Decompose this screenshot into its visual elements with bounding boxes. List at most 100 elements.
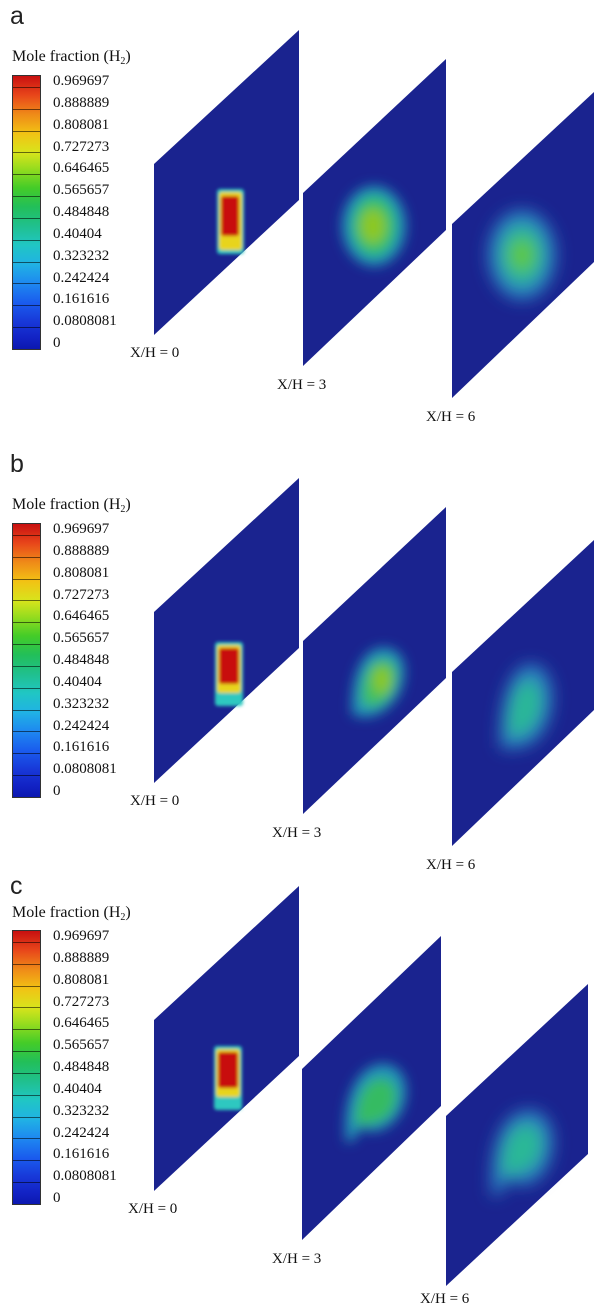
colorbar xyxy=(12,930,41,1205)
colorbar-value-label: 0.727273 xyxy=(53,138,110,155)
colorbar-value-label: 0.969697 xyxy=(53,928,110,944)
colorbar-value-label: 0.40404 xyxy=(53,673,102,690)
colorbar-value-label: 0.808081 xyxy=(53,971,110,988)
colorbar-tick xyxy=(13,709,40,711)
colorbar xyxy=(12,75,41,350)
colorbar-tick xyxy=(13,152,40,154)
colorbar-value-label: 0.727273 xyxy=(53,993,110,1010)
plane-label-x6: X/H = 6 xyxy=(426,409,476,425)
colorbar-value-label: 0.808081 xyxy=(53,116,110,133)
colorbar-tick xyxy=(13,283,40,285)
colorbar-tick xyxy=(13,1051,40,1053)
colorbar-tick xyxy=(13,239,40,241)
plane-slices xyxy=(154,30,594,398)
panel-c: c Mole fraction (H2) 0.969697 0.888889 0.8… xyxy=(0,874,594,1310)
plane-x0 xyxy=(154,886,299,1191)
colorbar-title: Mole fraction (H2) xyxy=(12,904,131,923)
hydrogen-plume-x6 xyxy=(488,210,556,300)
hydrogen-plume-x0 xyxy=(215,642,243,706)
colorbar xyxy=(12,523,41,798)
colorbar-tick xyxy=(13,687,40,689)
plane-label-x0: X/H = 0 xyxy=(130,793,180,809)
colorbar-tick xyxy=(13,556,40,558)
panel-letter: c xyxy=(10,872,23,900)
hydrogen-plume-x6 xyxy=(491,1109,554,1197)
plane-x0 xyxy=(154,478,299,783)
colorbar-tick xyxy=(13,963,40,965)
panel-a: a Mole fraction (H2) 0.969697 0.888889 0.8… xyxy=(0,4,594,440)
hydrogen-plume-x6 xyxy=(499,664,553,749)
colorbar-tick xyxy=(13,775,40,777)
plane-label-x6: X/H = 6 xyxy=(420,1291,470,1307)
colorbar-value-label: 0.484848 xyxy=(53,204,110,221)
colorbar-tick xyxy=(13,1007,40,1009)
colorbar-tick xyxy=(13,753,40,755)
colorbar-value-label: 0 xyxy=(53,335,61,352)
colorbar-value-label: 0.565657 xyxy=(53,182,110,199)
colorbar-tick xyxy=(13,985,40,987)
colorbar-tick xyxy=(13,578,40,580)
panel-letter: b xyxy=(10,450,24,478)
colorbar-value-label: 0.242424 xyxy=(53,717,110,734)
hydrogen-plume-x3 xyxy=(345,1063,407,1143)
colorbar-value-label: 0.969697 xyxy=(53,73,110,89)
plane-slices xyxy=(154,886,588,1286)
colorbar-tick xyxy=(13,1029,40,1031)
plane-label-x3: X/H = 3 xyxy=(277,377,327,393)
colorbar-value-label: 0.808081 xyxy=(53,564,110,581)
colorbar-tick xyxy=(13,665,40,667)
plane-label-x6: X/H = 6 xyxy=(426,857,476,873)
colorbar-value-label: 0.565657 xyxy=(53,630,110,647)
colorbar-tick xyxy=(13,108,40,110)
colorbar-tick xyxy=(13,1160,40,1162)
colorbar-value-label: 0.0808081 xyxy=(53,1168,117,1185)
colorbar-value-label: 0.161616 xyxy=(53,291,110,308)
colorbar-value-label: 0.646465 xyxy=(53,1015,110,1032)
colorbar-title: Mole fraction (H2) xyxy=(12,48,131,67)
colorbar-tick xyxy=(13,196,40,198)
colorbar-value-label: 0.40404 xyxy=(53,225,102,242)
colorbar-tick xyxy=(13,86,40,88)
hydrogen-plume-x3 xyxy=(351,647,405,718)
colorbar-tick xyxy=(13,1138,40,1140)
colorbar-value-label: 0.161616 xyxy=(53,1146,110,1163)
hydrogen-plume-x0 xyxy=(217,189,244,254)
colorbar-value-label: 0.323232 xyxy=(53,695,110,712)
colorbar-value-label: 0.484848 xyxy=(53,1059,110,1076)
plane-x0 xyxy=(154,30,299,335)
panel-letter: a xyxy=(10,2,24,30)
colorbar-value-label: 0.888889 xyxy=(53,542,110,559)
colorbar-value-label: 0.969697 xyxy=(53,521,110,537)
plane-slices xyxy=(154,478,594,846)
plane-label-x0: X/H = 0 xyxy=(128,1201,178,1217)
colorbar-title: Mole fraction (H2) xyxy=(12,496,131,515)
plane-label-x3: X/H = 3 xyxy=(272,825,322,841)
colorbar-tick xyxy=(13,534,40,536)
colorbar-value-label: 0.161616 xyxy=(53,739,110,756)
colorbar-value-label: 0 xyxy=(53,783,61,800)
colorbar-tick xyxy=(13,941,40,943)
hydrogen-plume-x3 xyxy=(342,186,406,266)
colorbar-tick xyxy=(13,1116,40,1118)
colorbar-value-label: 0.0808081 xyxy=(53,313,117,330)
colorbar-value-label: 0.242424 xyxy=(53,269,110,286)
colorbar-tick xyxy=(13,1182,40,1184)
colorbar-value-label: 0.40404 xyxy=(53,1080,102,1097)
colorbar-tick xyxy=(13,130,40,132)
colorbar-tick xyxy=(13,1094,40,1096)
colorbar-tick xyxy=(13,217,40,219)
colorbar-value-label: 0.646465 xyxy=(53,160,110,177)
colorbar-tick xyxy=(13,622,40,624)
colorbar-value-label: 0.565657 xyxy=(53,1037,110,1054)
colorbar-tick xyxy=(13,327,40,329)
colorbar-value-label: 0.888889 xyxy=(53,94,110,111)
colorbar-tick xyxy=(13,644,40,646)
hydrogen-plume-x0 xyxy=(214,1046,242,1110)
panel-b: b Mole fraction (H2) 0.969697 0.888889 0.8… xyxy=(0,452,594,888)
colorbar-value-label: 0.323232 xyxy=(53,247,110,264)
plane-label-x0: X/H = 0 xyxy=(130,345,180,361)
colorbar-value-label: 0.484848 xyxy=(53,652,110,669)
colorbar-tick xyxy=(13,600,40,602)
colorbar-tick xyxy=(13,1072,40,1074)
colorbar-value-label: 0.727273 xyxy=(53,586,110,603)
